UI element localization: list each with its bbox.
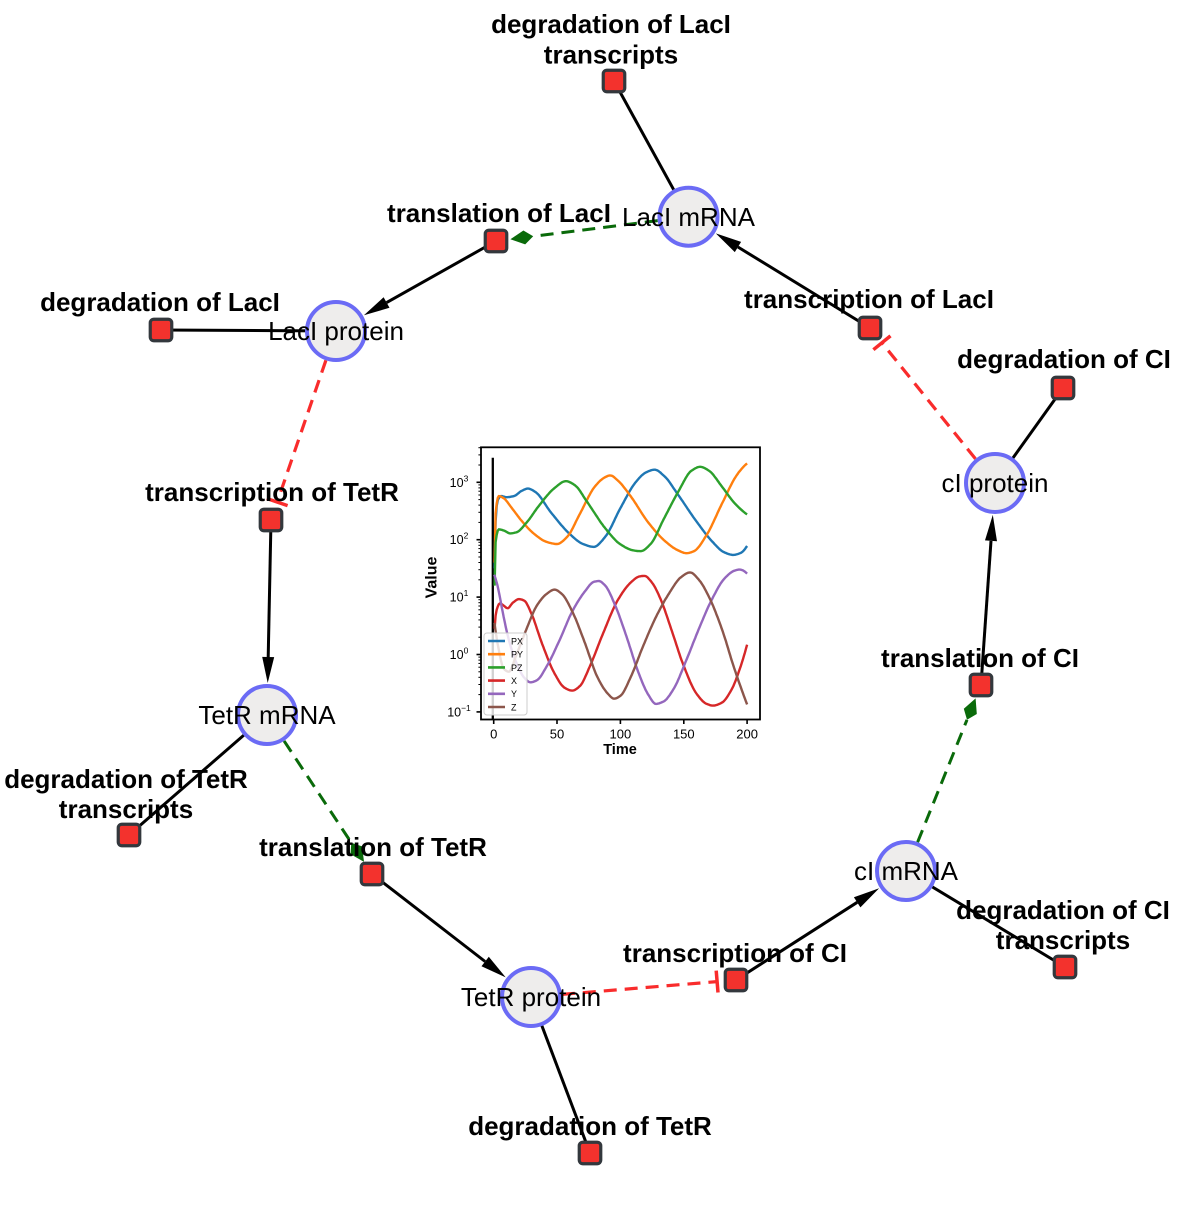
svg-text:Z: Z — [511, 702, 517, 712]
svg-text:cI mRNA: cI mRNA — [854, 856, 959, 886]
svg-text:transcription of CI: transcription of CI — [623, 938, 847, 968]
svg-text:TetR mRNA: TetR mRNA — [198, 700, 336, 730]
svg-text:translation of CI: translation of CI — [881, 643, 1079, 673]
svg-text:150: 150 — [673, 726, 695, 741]
svg-text:100: 100 — [610, 726, 632, 741]
svg-text:LacI protein: LacI protein — [268, 316, 404, 346]
svg-text:LacI mRNA: LacI mRNA — [622, 202, 756, 232]
svg-text:degradation of LacI: degradation of LacI — [491, 9, 731, 39]
svg-text:PX: PX — [511, 636, 523, 646]
svg-text:transcription of LacI: transcription of LacI — [744, 284, 994, 314]
svg-text:X: X — [511, 676, 517, 686]
svg-text:Time: Time — [603, 742, 637, 758]
svg-text:50: 50 — [550, 726, 564, 741]
svg-text:cI protein: cI protein — [942, 468, 1049, 498]
svg-text:PZ: PZ — [511, 663, 523, 673]
svg-text:0: 0 — [490, 726, 497, 741]
svg-text:translation of LacI: translation of LacI — [387, 198, 611, 228]
svg-text:degradation of LacI: degradation of LacI — [40, 287, 280, 317]
svg-text:PY: PY — [511, 650, 523, 660]
svg-text:transcription of TetR: transcription of TetR — [145, 477, 399, 507]
svg-text:degradation of CI: degradation of CI — [956, 895, 1170, 925]
svg-text:transcripts: transcripts — [59, 794, 193, 824]
svg-text:degradation of TetR: degradation of TetR — [4, 764, 248, 794]
svg-text:transcripts: transcripts — [544, 40, 678, 70]
svg-text:degradation of TetR: degradation of TetR — [468, 1111, 712, 1141]
svg-text:transcripts: transcripts — [996, 925, 1130, 955]
svg-text:Value: Value — [424, 557, 441, 599]
svg-text:200: 200 — [736, 726, 758, 741]
svg-text:TetR protein: TetR protein — [461, 982, 601, 1012]
svg-text:degradation of CI: degradation of CI — [957, 344, 1171, 374]
svg-text:translation of TetR: translation of TetR — [259, 832, 487, 862]
svg-text:Y: Y — [511, 689, 517, 699]
